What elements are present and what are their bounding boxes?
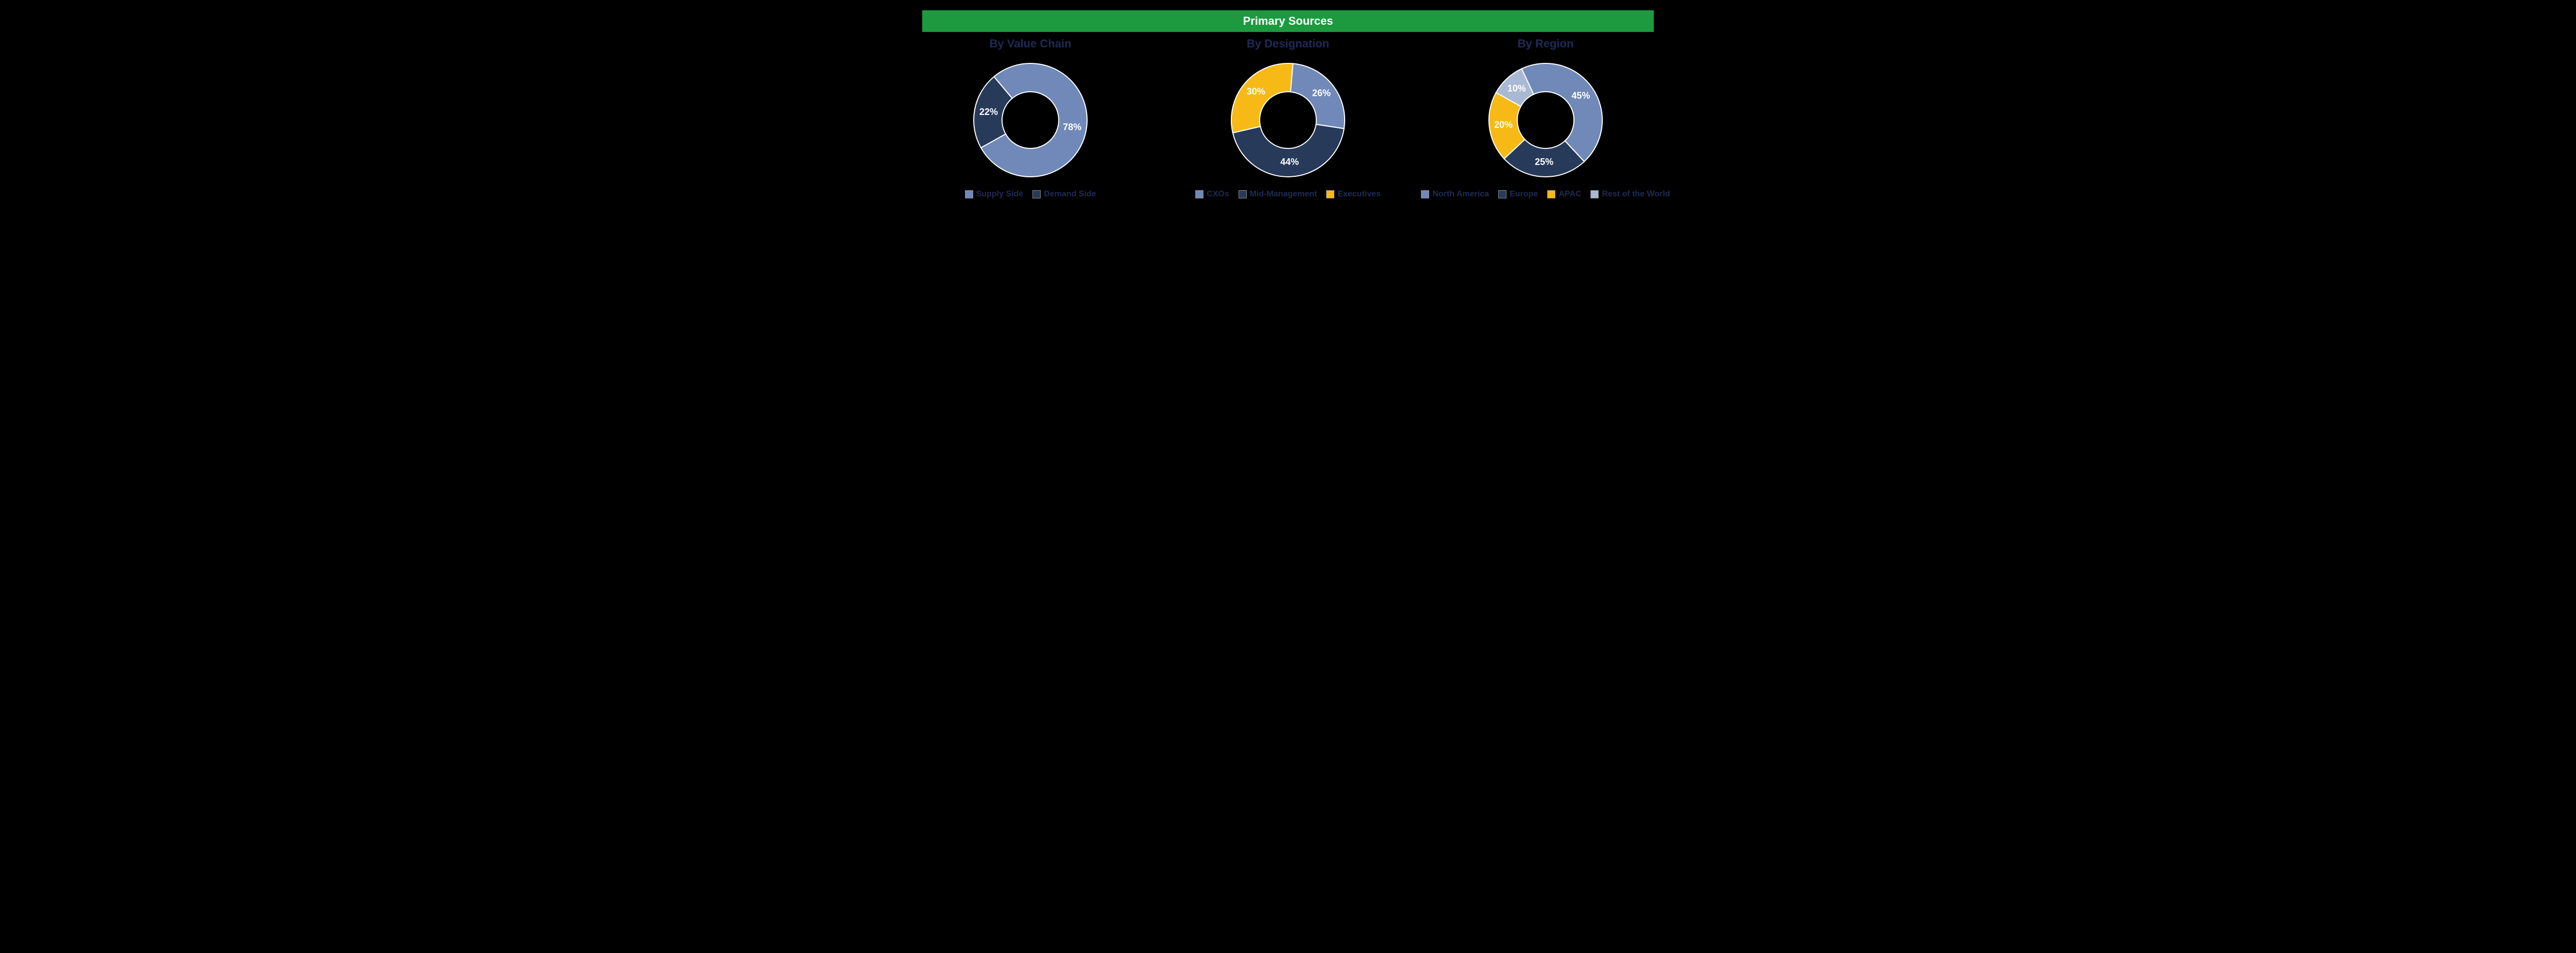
donut-slice xyxy=(1233,124,1344,177)
donut-wrap: 78% 22% xyxy=(969,58,1092,185)
chart-block: By Region 45% 25% 20% 10% North America Europe… xyxy=(1417,37,1674,199)
slice-label: 44% xyxy=(1280,157,1299,167)
chart-block: By Value Chain 78% 22% Supply Side Demand Si… xyxy=(902,37,1159,199)
slice-label: 25% xyxy=(1535,157,1553,167)
header-bar: Primary Sources xyxy=(922,10,1654,32)
slice-label: 45% xyxy=(1571,91,1590,101)
slice-label: 30% xyxy=(1247,87,1265,97)
legend-swatch xyxy=(1195,190,1204,198)
legend-item: APAC xyxy=(1547,190,1581,199)
infographic-container: Primary Sources By Value Chain 78% 22% Supp… xyxy=(902,10,1674,199)
legend-row: North America Europe APAC Rest of the World xyxy=(1417,190,1674,199)
legend-item: North America xyxy=(1421,190,1489,199)
donut-slice xyxy=(1231,63,1293,133)
legend-item: Executives xyxy=(1326,190,1381,199)
legend-swatch xyxy=(1498,190,1506,198)
donut-wrap: 45% 25% 20% 10% xyxy=(1484,58,1607,185)
donut-chart: 45% 25% 20% 10% xyxy=(1484,58,1607,182)
slice-label: 20% xyxy=(1494,120,1513,130)
donut-chart: 78% 22% xyxy=(969,58,1092,182)
legend-row: Supply Side Demand Side xyxy=(902,190,1159,199)
legend-swatch xyxy=(1547,190,1555,198)
slice-label: 22% xyxy=(979,107,998,117)
slice-label: 26% xyxy=(1312,88,1331,98)
charts-row: By Value Chain 78% 22% Supply Side Demand Si… xyxy=(902,37,1674,199)
legend-swatch xyxy=(1032,190,1041,198)
donut-chart: 26% 44% 30% xyxy=(1226,58,1350,182)
donut-wrap: 26% 44% 30% xyxy=(1226,58,1350,185)
slice-label: 78% xyxy=(1063,122,1081,132)
chart-title: By Region xyxy=(1417,37,1674,51)
legend-label: CXOs xyxy=(1207,190,1229,199)
legend-swatch xyxy=(1421,190,1429,198)
legend-item: Europe xyxy=(1498,190,1538,199)
legend-label: Supply Side xyxy=(976,190,1024,199)
chart-block: By Designation 26% 44% 30% CXOs Mid-Managemen… xyxy=(1159,37,1417,199)
legend-label: Rest of the World xyxy=(1602,190,1670,199)
chart-title: By Designation xyxy=(1159,37,1417,51)
legend-item: CXOs xyxy=(1195,190,1229,199)
legend-item: Supply Side xyxy=(965,190,1024,199)
slice-label: 10% xyxy=(1507,83,1526,93)
legend-swatch xyxy=(1239,190,1247,198)
legend-label: Executives xyxy=(1337,190,1381,199)
legend-item: Mid-Management xyxy=(1239,190,1317,199)
chart-title: By Value Chain xyxy=(902,37,1159,51)
legend-label: Europe xyxy=(1510,190,1538,199)
legend-label: Demand Side xyxy=(1044,190,1096,199)
legend-label: North America xyxy=(1432,190,1489,199)
legend-swatch xyxy=(1590,190,1599,198)
legend-item: Rest of the World xyxy=(1590,190,1670,199)
header-title: Primary Sources xyxy=(1243,14,1333,27)
legend-swatch xyxy=(1326,190,1334,198)
legend-label: Mid-Management xyxy=(1250,190,1317,199)
legend-label: APAC xyxy=(1558,190,1581,199)
legend-item: Demand Side xyxy=(1032,190,1096,199)
legend-row: CXOs Mid-Management Executives xyxy=(1159,190,1417,199)
legend-swatch xyxy=(965,190,973,198)
